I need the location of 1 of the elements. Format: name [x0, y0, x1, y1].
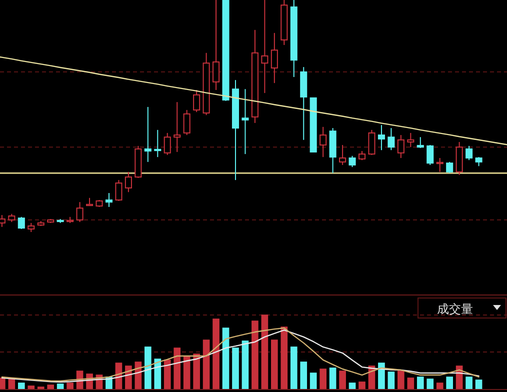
chart-title: 成交量: [437, 302, 473, 316]
